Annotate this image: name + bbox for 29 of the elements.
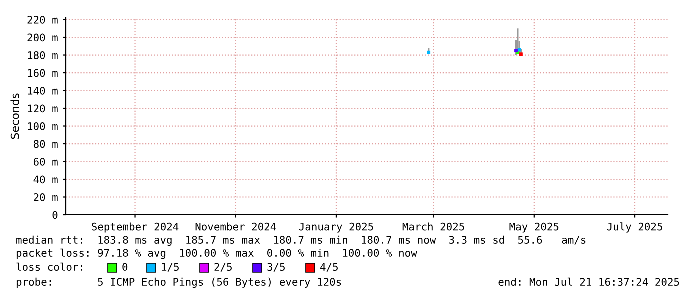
- x-tick-label: November 2024: [196, 222, 276, 231]
- y-tick-label: 160 m: [28, 69, 58, 78]
- y-tick-label: 100 m: [28, 122, 58, 130]
- legend-label: 1/5: [162, 263, 179, 272]
- legend-label: 2/5: [214, 263, 232, 272]
- legend-label: 4/5: [320, 263, 338, 272]
- text: median rtt: 183.8 ms avg 185.7 ms max 180.7 ms min 180.7 ms now 3.3 ms sd 55.6 am/s: [16, 236, 586, 246]
- y-tick-label: 140 m: [28, 87, 58, 95]
- x-tick-label: March 2025: [402, 222, 464, 231]
- y-tick-label: 80 m: [34, 140, 58, 148]
- text: end: Mon Jul 21 16:37:24 2025: [498, 278, 680, 286]
- y-tick-label: 180 m: [28, 52, 58, 60]
- text: probe: 5 ICMP Echo Pings (56 Bytes) every 120s: [16, 278, 342, 288]
- y-tick-label: 220 m: [28, 16, 58, 24]
- y-tick-label: 20 m: [34, 194, 58, 202]
- text: packet loss: 97.18 % avg 100.00 % max 0.00 % min 100.00 % now: [16, 248, 418, 260]
- legend-title: loss color:: [16, 262, 82, 272]
- x-tick-label: May 2025: [510, 222, 559, 233]
- y-tick-label: 40 m: [34, 176, 58, 184]
- y-tick-label: 0: [52, 211, 58, 220]
- y-tick-label: 200 m: [28, 34, 58, 42]
- y-axis-title: Seconds: [10, 94, 20, 140]
- x-tick-label: January 2025: [299, 222, 374, 233]
- legend-label: 3/5: [268, 263, 285, 272]
- y-tick-label: 120 m: [28, 104, 58, 113]
- x-tick-label: September 2024: [92, 222, 179, 233]
- x-tick-label: July 2025: [607, 222, 662, 233]
- legend-label: 0: [122, 263, 128, 272]
- y-tick-label: 60 m: [34, 158, 58, 166]
